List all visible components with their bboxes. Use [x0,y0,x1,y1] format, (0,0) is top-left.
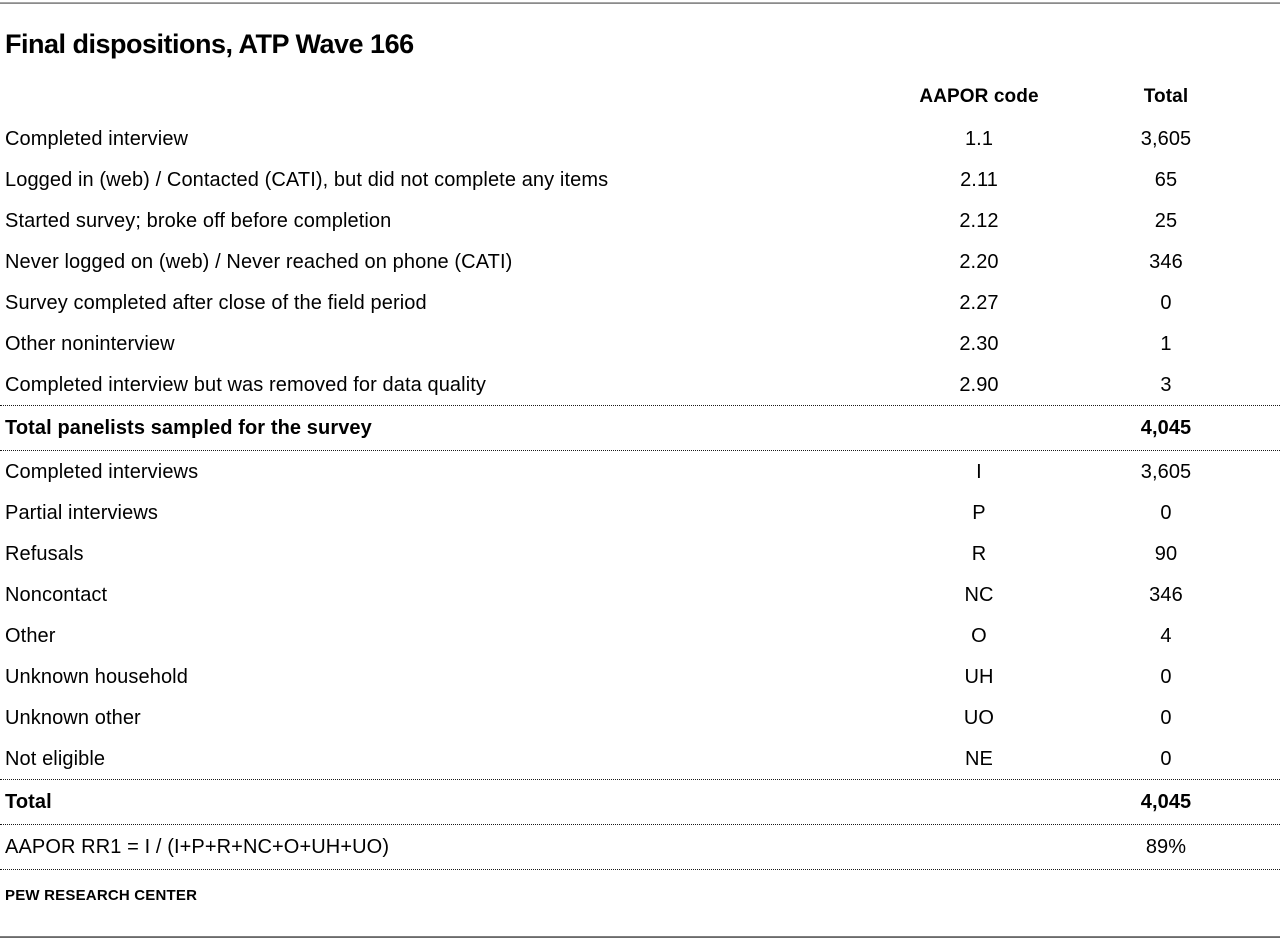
bottom-rule [0,936,1280,938]
row-label: Logged in (web) / Contacted (CATI), but … [5,168,609,191]
table-row: Started survey; broke off before complet… [0,200,1280,241]
total-sampled-row: Total panelists sampled for the survey 4… [0,405,1280,451]
row-total: 346 [1149,583,1183,606]
row-total: 3,605 [1140,460,1192,483]
row-aapor-code: 2.30 [959,332,999,355]
table-row: Other O 4 [0,615,1280,656]
table-row: Completed interview but was removed for … [0,364,1280,405]
row-aapor-code: UH [964,665,994,688]
row-total: 65 [1154,168,1178,191]
row-label: Unknown other [5,706,141,729]
table-row: Survey completed after close of the fiel… [0,282,1280,323]
row-label: Noncontact [5,583,108,606]
row-label: Partial interviews [5,501,158,524]
row-total: 0 [1160,706,1172,729]
table-row: Partial interviews P 0 [0,492,1280,533]
source-label: PEW RESEARCH CENTER [5,887,198,904]
row-aapor-code: 2.12 [959,209,999,232]
top-rule [0,2,1280,4]
row-label: Other [5,624,56,647]
row-aapor-code: O [971,624,987,647]
row-aapor-code: NC [964,583,994,606]
row-aapor-code: UO [963,706,995,729]
dispositions-table: AAPOR code Total Completed interview 1.1… [0,77,1280,870]
row-total: 1 [1160,332,1172,355]
row-total: 4 [1160,624,1172,647]
row-total: 4,045 [1140,791,1192,813]
column-header-aapor-code: AAPOR code [919,86,1039,108]
row-aapor-code: 2.20 [959,250,999,273]
row-label: Other noninterview [5,332,175,355]
row-total: 0 [1160,291,1172,314]
table-row: Refusals R 90 [0,533,1280,574]
row-total: 90 [1154,542,1178,565]
row-label: Completed interview but was removed for … [5,373,486,396]
table-row: Never logged on (web) / Never reached on… [0,241,1280,282]
total-row: Total 4,045 [0,779,1280,825]
row-aapor-code: 1.1 [964,127,994,150]
table-row: Completed interviews I 3,605 [0,451,1280,492]
column-header-total: Total [1143,86,1189,108]
row-label: Total panelists sampled for the survey [5,417,372,439]
row-label: Refusals [5,542,84,565]
row-total: 346 [1149,250,1183,273]
row-label: AAPOR RR1 = I / (I+P+R+NC+O+UH+UO) [5,836,390,858]
row-aapor-code: 2.90 [959,373,999,396]
row-aapor-code: NE [965,747,993,770]
row-total: 0 [1160,665,1172,688]
row-label: Completed interview [5,127,189,150]
table-row: Logged in (web) / Contacted (CATI), but … [0,159,1280,200]
row-aapor-code: 2.27 [959,291,999,314]
row-total: 3,605 [1140,127,1192,150]
table-row: Unknown other UO 0 [0,697,1280,738]
row-label: Never logged on (web) / Never reached on… [5,250,513,273]
row-total: 0 [1160,501,1172,524]
row-label: Started survey; broke off before complet… [5,209,392,232]
row-label: Total [5,791,52,813]
table-header-row: AAPOR code Total [0,77,1280,118]
rr1-row: AAPOR RR1 = I / (I+P+R+NC+O+UH+UO) 89% [0,825,1280,870]
row-total: 89% [1145,836,1187,858]
table-row: Completed interview 1.1 3,605 [0,118,1280,159]
row-aapor-code: P [972,501,986,524]
table-row: Not eligible NE 0 [0,738,1280,779]
row-label: Survey completed after close of the fiel… [5,291,427,314]
row-label: Not eligible [5,747,106,770]
row-label: Completed interviews [5,460,199,483]
row-aapor-code: 2.11 [960,168,998,191]
page-title: Final dispositions, ATP Wave 166 [5,29,414,59]
table-row: Unknown household UH 0 [0,656,1280,697]
row-total: 0 [1160,747,1172,770]
table-row: Other noninterview 2.30 1 [0,323,1280,364]
row-total: 25 [1154,209,1178,232]
table-row: Noncontact NC 346 [0,574,1280,615]
row-aapor-code: I [976,460,982,483]
row-total: 4,045 [1140,417,1192,439]
row-label: Unknown household [5,665,188,688]
row-aapor-code: R [971,542,987,565]
row-total: 3 [1160,373,1172,396]
